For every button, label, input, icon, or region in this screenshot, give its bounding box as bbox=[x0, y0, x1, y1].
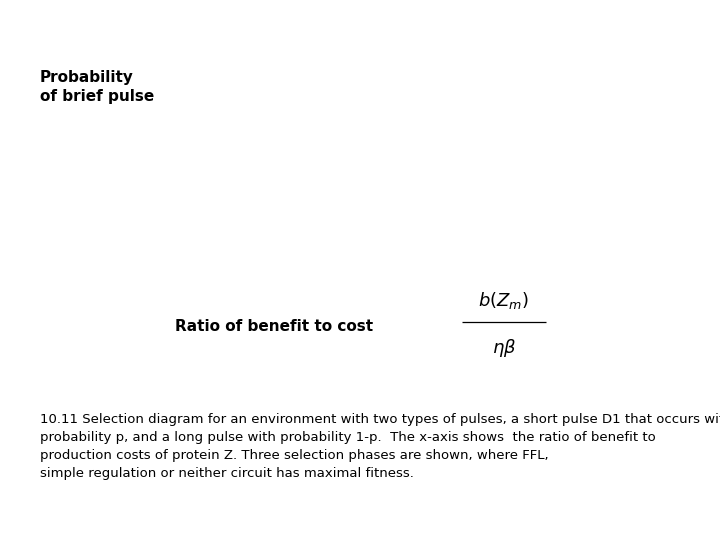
Text: Probability
of brief pulse: Probability of brief pulse bbox=[40, 70, 154, 104]
Text: Ratio of benefit to cost: Ratio of benefit to cost bbox=[174, 319, 373, 334]
Text: $\eta\beta$: $\eta\beta$ bbox=[492, 338, 516, 359]
Text: 10.11 Selection diagram for an environment with two types of pulses, a short pul: 10.11 Selection diagram for an environme… bbox=[40, 413, 720, 480]
Text: $b(Z_m)$: $b(Z_m)$ bbox=[479, 291, 529, 311]
